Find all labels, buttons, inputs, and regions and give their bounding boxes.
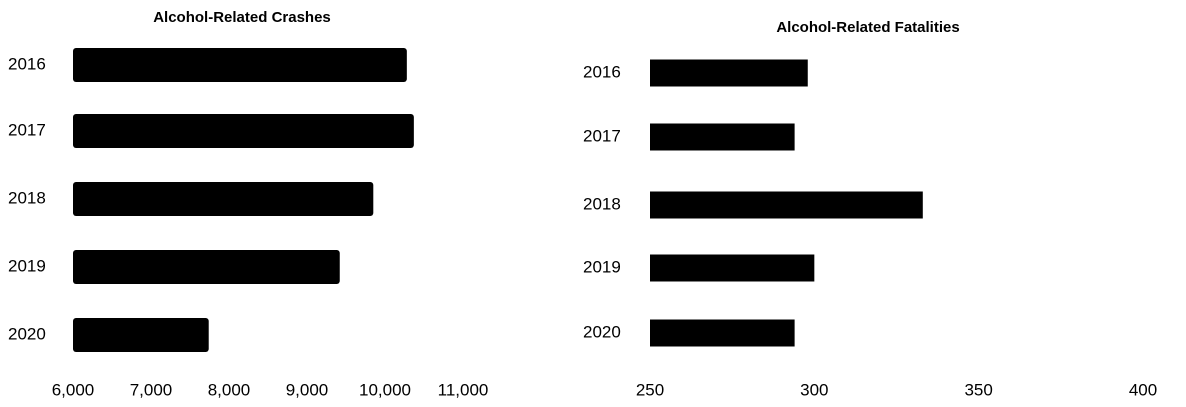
x-tick-label: 9,000 — [286, 380, 329, 399]
chart-title: Alcohol-Related Crashes — [153, 9, 331, 26]
bar — [650, 59, 808, 87]
bar — [73, 48, 407, 82]
bar — [73, 250, 340, 284]
x-tick-label: 350 — [964, 380, 992, 399]
bar — [73, 114, 414, 148]
y-tick-label: 2019 — [8, 256, 46, 275]
x-tick-label: 6,000 — [52, 380, 95, 399]
bar — [73, 182, 374, 216]
y-tick-label: 2019 — [583, 257, 621, 276]
y-tick-label: 2017 — [8, 120, 46, 139]
y-tick-label: 2017 — [583, 126, 621, 145]
x-tick-label: 10,000 — [359, 380, 411, 399]
bar — [73, 318, 209, 352]
x-tick-label: 8,000 — [208, 380, 251, 399]
bar — [650, 254, 815, 282]
x-tick-label: 250 — [636, 380, 664, 399]
y-tick-label: 2020 — [8, 324, 46, 343]
x-tick-label: 7,000 — [130, 380, 173, 399]
x-tick-label: 11,000 — [438, 380, 489, 399]
y-tick-label: 2016 — [8, 54, 46, 73]
chart-title: Alcohol-Related Fatalities — [776, 19, 959, 36]
bar — [650, 319, 795, 347]
y-tick-label: 2016 — [583, 62, 621, 81]
bar — [650, 123, 795, 151]
y-tick-label: 2018 — [583, 194, 621, 213]
bar — [650, 191, 923, 219]
y-tick-label: 2018 — [8, 188, 46, 207]
x-tick-label: 400 — [1129, 380, 1157, 399]
x-tick-label: 300 — [800, 380, 828, 399]
y-tick-label: 2020 — [583, 322, 621, 341]
